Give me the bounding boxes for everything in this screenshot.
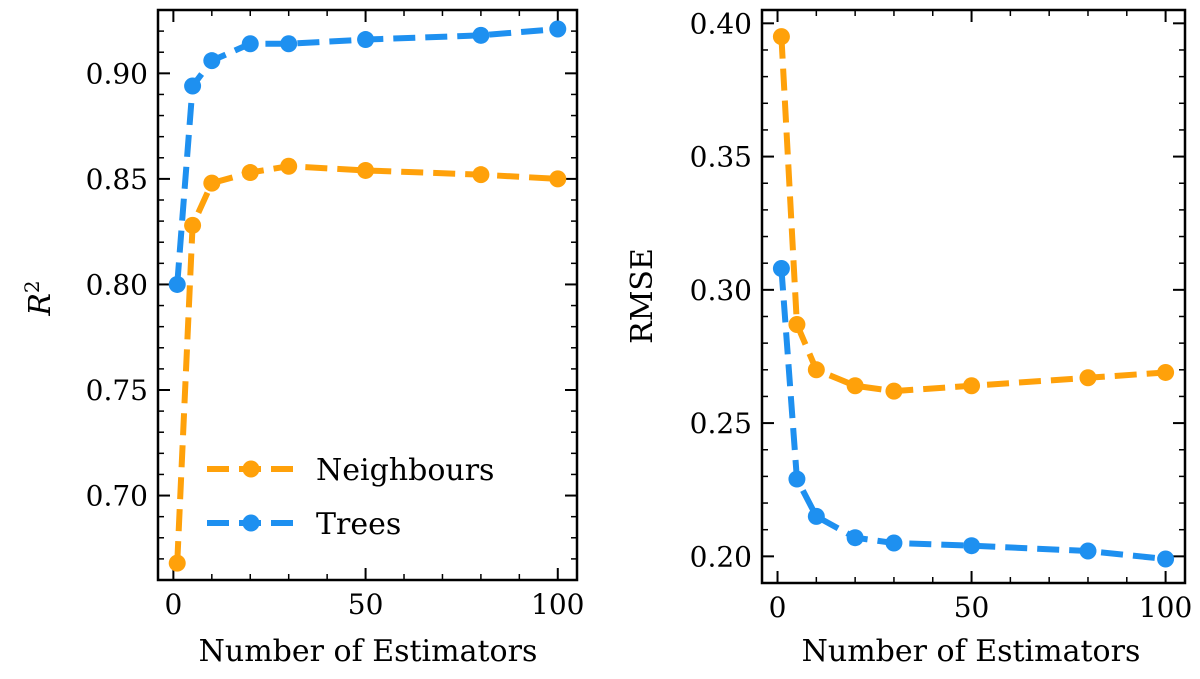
r2-panel: R2 Number of Estimators 0 50 100 0.70 0.75 0.… [20,8,585,669]
rmse-panel-neighbours-point [963,377,981,395]
r2-panel-trees-point [357,31,375,49]
rmse-panel-xlabel: Number of Estimators [802,634,1141,669]
legend: Neighbours Trees [207,453,494,542]
r2-panel-neighbours-point [549,170,567,188]
rmse-panel-trees-point [885,534,903,552]
r2-panel-trees-point [184,77,202,95]
legend-trees-marker [242,514,260,532]
r2-panel-trees-point [472,26,490,44]
rmse-panel-frame [760,8,1187,585]
rmse-panel-neighbours-point [885,382,903,400]
r2-panel-trees-point [241,35,259,53]
rmse-panel-neighbours-point [1157,363,1175,381]
rmse-panel-neighbours-point [846,377,864,395]
r2-panel-xlabel: Number of Estimators [199,634,538,669]
rmse-panel-ytick-label: 0.20 [690,540,752,573]
r2-panel-ylabel: R2 [20,280,58,316]
legend-neighbours-marker [242,460,260,478]
rmse-panel-neighbours-point [772,28,790,46]
rmse-panel-trees-point [807,507,825,525]
rmse-panel-trees-point [788,470,806,488]
rmse-panel-xtick-label: 50 [954,591,990,624]
r2-panel-neighbours-line [174,163,558,564]
rmse-panel-neighbours-line [778,36,1166,395]
r2-panel-ytick-label: 0.75 [86,374,148,407]
r2-panel-neighbours-point [280,157,298,175]
rmse-panel-trees-point [1157,550,1175,568]
r2-panel-neighbours-point [184,216,202,234]
rmse-panel-trees-line [778,268,1166,562]
r2-panel-trees-line [174,26,559,285]
r2-panel-frame [156,8,579,582]
r2-panel-xtick-label: 0 [164,588,182,621]
r2-panel-neighbours-point [203,174,221,192]
rmse-panel-trees-point [772,260,790,278]
legend-neighbours-label: Neighbours [316,453,494,488]
r2-panel-ytick-label: 0.80 [86,268,148,301]
rmse-panel-xtick-label: 100 [1139,591,1192,624]
r2-panel-ytick-label: 0.85 [86,163,148,196]
r2-panel-ytick-label: 0.70 [86,480,148,513]
r2-panel-neighbours-point [168,554,186,572]
rmse-panel-ytick-label: 0.25 [690,407,752,440]
r2-panel-neighbours-point [472,166,490,184]
rmse-panel-trees-point [963,537,981,555]
r2-panel-xtick-label: 50 [348,588,384,621]
rmse-panel-neighbours-point [807,361,825,379]
rmse-panel-trees-point [1079,542,1097,560]
r2-panel-xtick-label: 100 [531,588,584,621]
legend-trees-label: Trees [316,507,401,542]
r2-panel-trees-point [280,35,298,53]
rmse-panel-ytick-label: 0.35 [690,141,752,174]
rmse-panel-ytick-label: 0.30 [690,274,752,307]
rmse-panel: RMSE Number of Estimators 0 50 100 0.20 0.25… [625,7,1192,669]
rmse-panel-xtick-label: 0 [769,591,787,624]
rmse-panel-neighbours-point [788,315,806,333]
rmse-panel-ytick-label: 0.40 [690,7,752,40]
rmse-panel-ylabel: RMSE [625,248,660,344]
r2-panel-neighbours-point [241,164,259,182]
rmse-panel-trees-point [846,529,864,547]
r2-panel-ytick-label: 0.90 [86,57,148,90]
r2-panel-trees-point [203,52,221,70]
r2-panel-neighbours-point [357,161,375,179]
r2-panel-trees-point [549,20,567,38]
r2-panel-trees-point [168,275,186,293]
rmse-panel-neighbours-point [1079,369,1097,387]
